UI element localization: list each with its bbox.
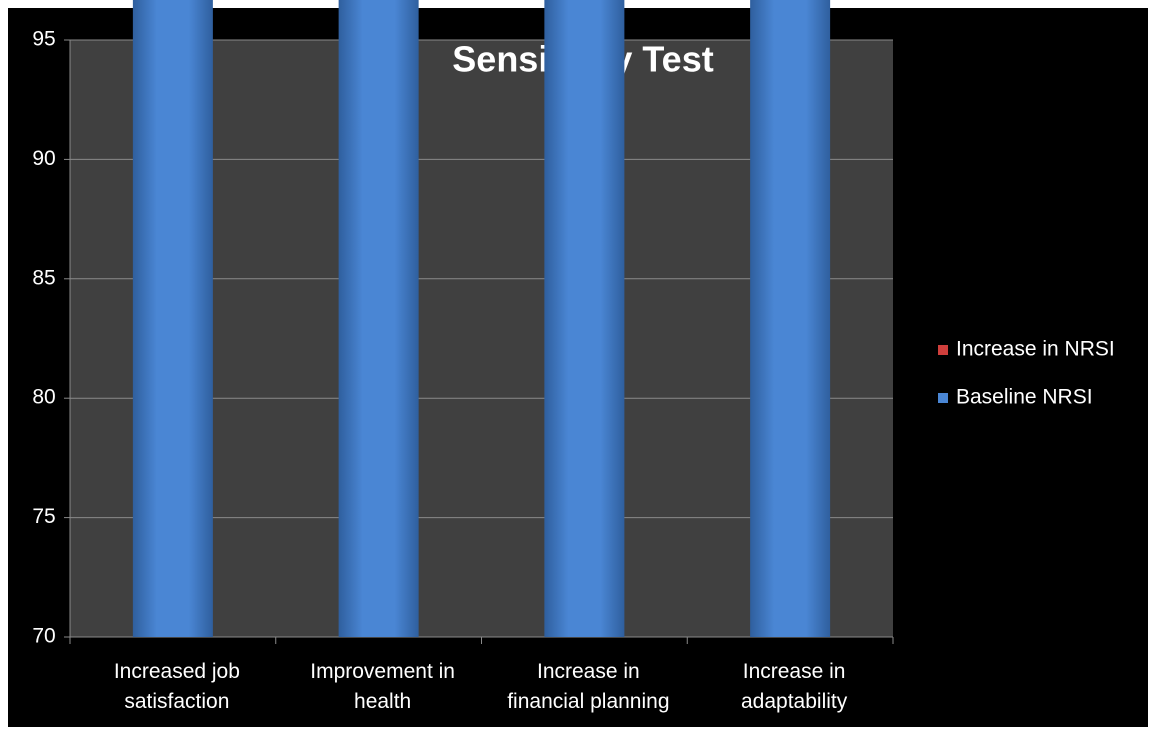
y-tick-label: 90: [32, 147, 55, 170]
y-tick-label: 85: [32, 266, 55, 289]
bar-segment: [544, 0, 625, 637]
bar-segment: [750, 0, 831, 637]
legend-label: Baseline NRSI: [956, 386, 1093, 409]
y-tick-label: 95: [32, 28, 55, 51]
legend-swatch: [938, 393, 948, 403]
y-tick-label: 80: [32, 386, 55, 409]
bar-segment: [132, 0, 213, 637]
x-tick-label: Increased job satisfaction: [113, 660, 240, 713]
y-tick-label: 70: [32, 625, 55, 648]
x-tick-label: Increase in adaptability: [741, 660, 848, 713]
legend-label: Increase in NRSI: [956, 338, 1115, 361]
y-tick-label: 75: [32, 505, 55, 528]
x-tick-label: Increase in financial planning: [507, 660, 670, 713]
bar-segment: [338, 0, 419, 637]
legend-swatch: [938, 345, 948, 355]
x-tick-label: Improvement in health: [310, 660, 455, 713]
